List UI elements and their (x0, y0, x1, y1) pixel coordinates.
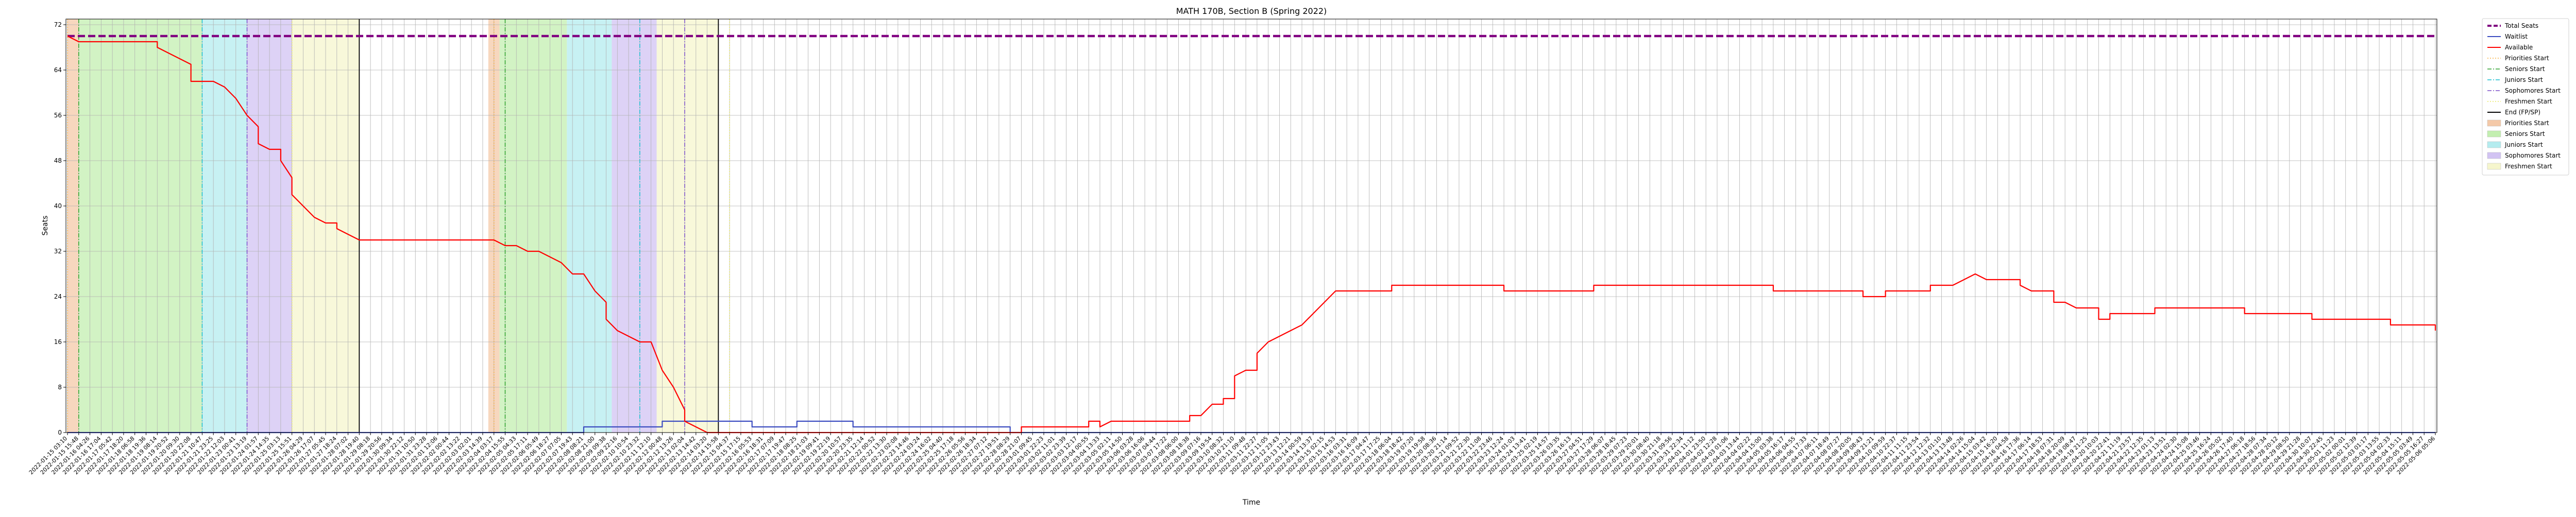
y-tick-label: 48 (54, 157, 62, 164)
legend-label: Available (2505, 44, 2533, 51)
phase-span (612, 19, 657, 433)
phase-lines (67, 19, 730, 433)
legend-label: Waitlist (2505, 33, 2528, 40)
legend-label: Freshmen Start (2505, 163, 2552, 170)
legend-swatch (2487, 163, 2501, 170)
y-tick-label: 56 (54, 112, 62, 119)
legend-swatch (2487, 119, 2501, 127)
legend-label: Seniors Start (2505, 130, 2545, 137)
legend-label: Priorities Start (2505, 119, 2549, 127)
y-tick-label: 8 (58, 384, 62, 391)
y-tick-label: 16 (54, 338, 62, 346)
phase-span (567, 19, 612, 433)
legend-label: Juniors Start (2504, 141, 2543, 148)
legend-label: Priorities Start (2505, 55, 2549, 62)
phase-span (499, 19, 567, 433)
phase-span (78, 19, 202, 433)
y-tick-label: 40 (54, 202, 62, 210)
y-axis: 0 8 16 24 32 40 48 56 64 72 (54, 21, 66, 436)
legend-label: Sophomores Start (2505, 152, 2561, 159)
chart-title: MATH 170B, Section B (Spring 2022) (1176, 6, 1327, 16)
y-tick-label: 32 (54, 248, 62, 255)
legend-label: End (FP/SP) (2505, 109, 2540, 116)
legend-label: Total Seats (2504, 22, 2538, 29)
y-tick-label: 72 (54, 21, 62, 28)
legend-swatch (2487, 152, 2501, 159)
legend-box (2482, 18, 2569, 176)
legend-label: Sophomores Start (2505, 87, 2561, 94)
phase-span (67, 19, 79, 433)
y-tick-label: 24 (54, 293, 62, 300)
legend-swatch (2487, 130, 2501, 137)
plot-frame (65, 19, 2437, 433)
series-line (67, 420, 2435, 434)
y-tick-label: 64 (54, 66, 62, 74)
grid-lines (66, 19, 2437, 433)
legend-label: Seniors Start (2505, 65, 2545, 73)
phase-span (656, 19, 719, 433)
series-lines (67, 35, 2436, 434)
legend: Total Seats Waitlist Available Priorities S… (2482, 18, 2569, 176)
legend-label: Freshmen Start (2505, 98, 2552, 105)
legend-swatch (2487, 141, 2501, 148)
series-line (67, 36, 2436, 434)
legend-label: Juniors Start (2504, 76, 2543, 83)
x-axis-label: Time (1242, 498, 1260, 507)
y-axis-label: Seats (41, 216, 49, 236)
y-tick-label: 0 (58, 429, 62, 436)
